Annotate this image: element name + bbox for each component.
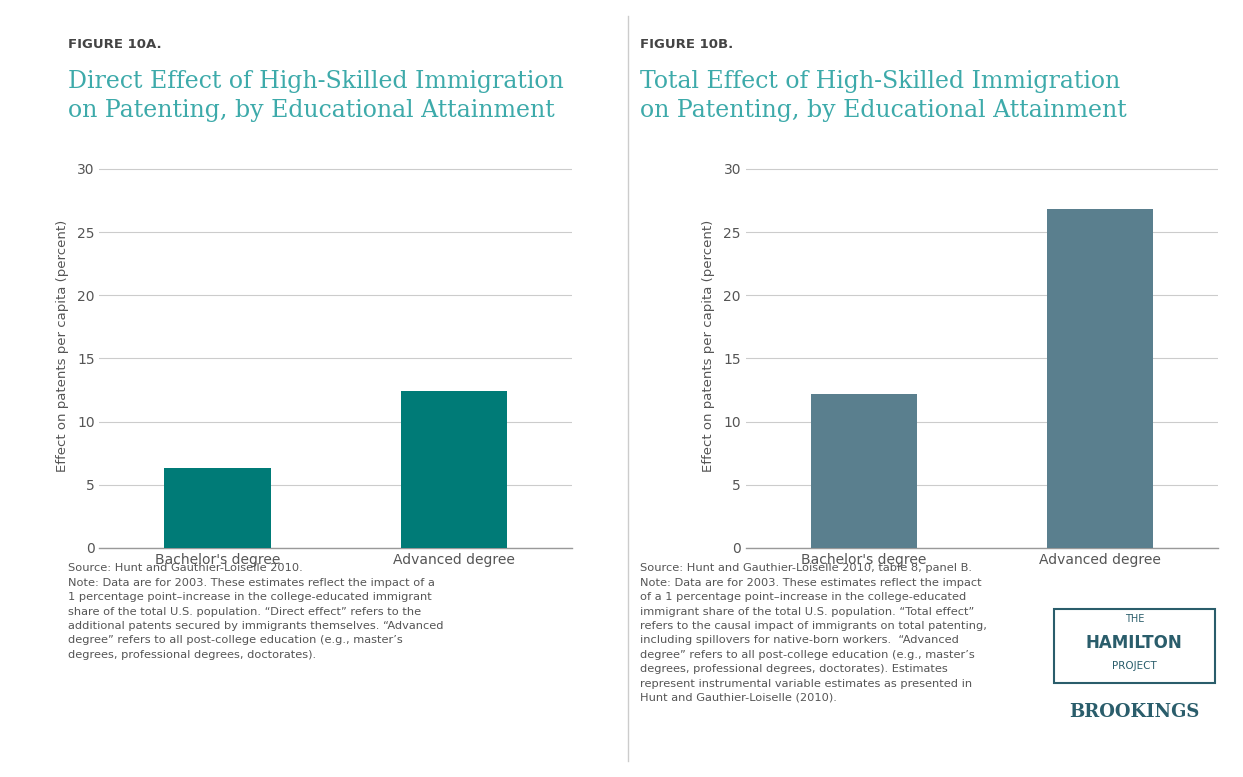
Bar	[810, 394, 917, 548]
Text: FIGURE 10A.: FIGURE 10A.	[68, 38, 162, 51]
Text: FIGURE 10B.: FIGURE 10B.	[640, 38, 733, 51]
Text: THE: THE	[1125, 614, 1144, 624]
Text: Source: Hunt and Gauthier-Loiselle 2010, table 8, panel B.
Note: Data are for 20: Source: Hunt and Gauthier-Loiselle 2010,…	[640, 563, 987, 703]
Text: BROOKINGS: BROOKINGS	[1069, 703, 1199, 722]
Bar	[400, 392, 507, 548]
Text: Direct Effect of High-Skilled Immigration: Direct Effect of High-Skilled Immigratio…	[68, 70, 564, 93]
Text: on Patenting, by Educational Attainment: on Patenting, by Educational Attainment	[640, 99, 1127, 122]
Text: Source: Hunt and Gauthier-Loiselle 2010.
Note: Data are for 2003. These estimate: Source: Hunt and Gauthier-Loiselle 2010.…	[68, 563, 444, 660]
Y-axis label: Effect on patents per capita (percent): Effect on patents per capita (percent)	[56, 220, 68, 472]
Bar	[1047, 209, 1154, 548]
Text: PROJECT: PROJECT	[1111, 661, 1157, 671]
FancyBboxPatch shape	[1054, 608, 1214, 683]
Y-axis label: Effect on patents per capita (percent): Effect on patents per capita (percent)	[702, 220, 715, 472]
Text: HAMILTON: HAMILTON	[1086, 634, 1182, 652]
Bar	[164, 469, 271, 548]
Text: on Patenting, by Educational Attainment: on Patenting, by Educational Attainment	[68, 99, 556, 122]
Text: Total Effect of High-Skilled Immigration: Total Effect of High-Skilled Immigration	[640, 70, 1120, 93]
